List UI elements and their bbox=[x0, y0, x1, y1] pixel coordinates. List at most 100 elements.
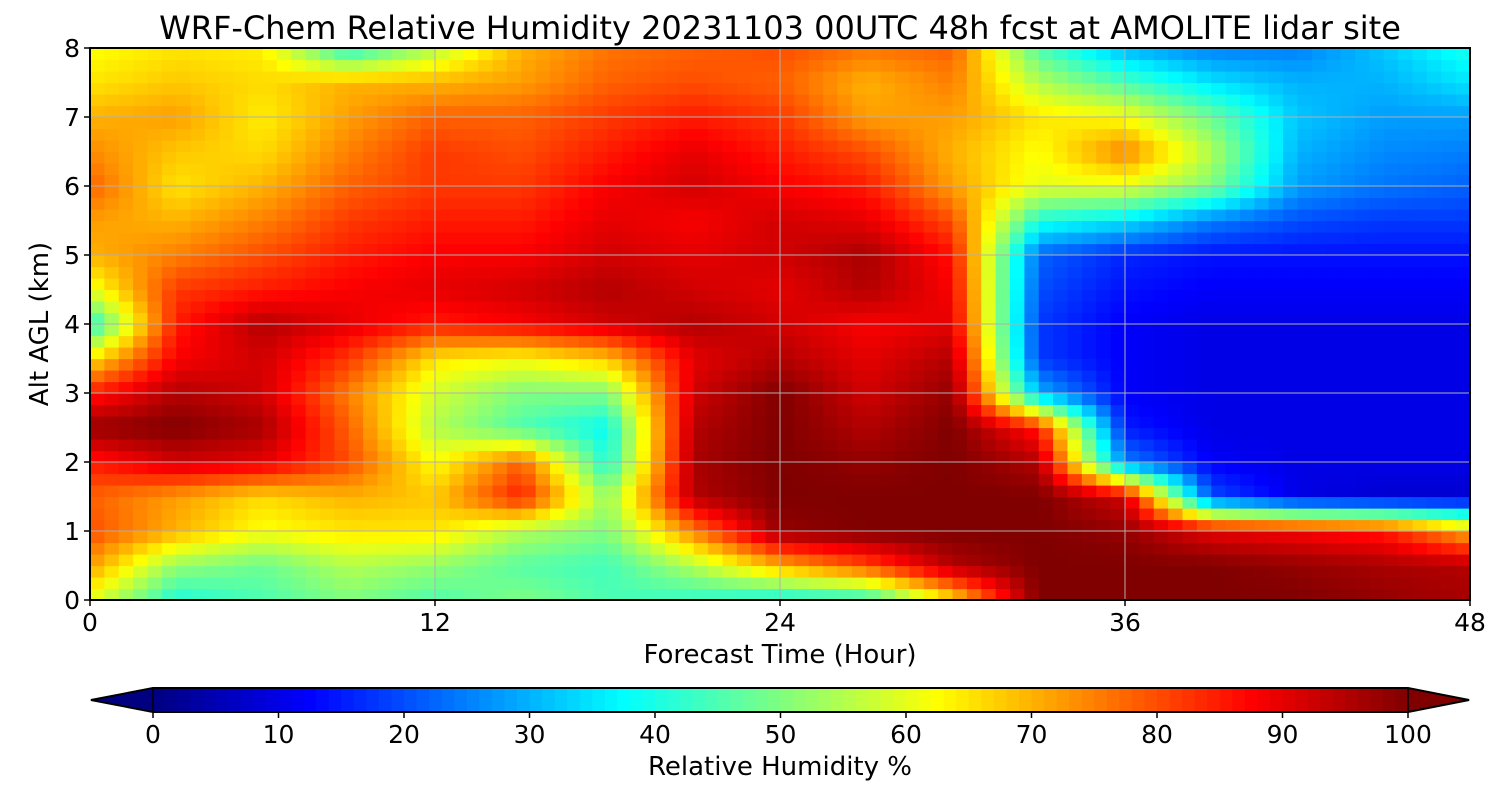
heat-cell bbox=[564, 393, 580, 406]
heat-cell bbox=[1254, 301, 1270, 314]
heat-cell bbox=[320, 427, 335, 440]
heat-cell bbox=[880, 462, 896, 475]
heat-cell bbox=[1311, 358, 1327, 371]
heat-cell bbox=[578, 243, 594, 256]
heat-cell bbox=[1053, 554, 1069, 567]
heat-cell bbox=[607, 255, 623, 268]
heat-cell bbox=[161, 577, 177, 590]
heat-cell bbox=[521, 427, 537, 440]
heat-cell bbox=[1053, 117, 1069, 130]
heat-cell bbox=[449, 186, 465, 199]
heat-cell bbox=[1168, 485, 1184, 498]
heat-cell bbox=[449, 71, 465, 84]
heat-cell bbox=[320, 496, 335, 509]
heat-cell bbox=[521, 301, 537, 314]
heat-cell bbox=[1038, 519, 1054, 532]
heat-cell bbox=[492, 370, 508, 383]
heat-cell bbox=[808, 255, 824, 268]
heat-cell bbox=[248, 278, 264, 291]
heat-cell bbox=[147, 151, 163, 164]
heat-cell bbox=[981, 128, 997, 141]
heat-cell bbox=[693, 370, 709, 383]
heat-cell bbox=[118, 128, 134, 141]
heat-cell bbox=[1182, 197, 1198, 210]
heat-cell bbox=[420, 565, 436, 578]
heat-cell bbox=[161, 508, 177, 521]
heat-cell bbox=[276, 151, 292, 164]
heat-cell bbox=[1383, 197, 1399, 210]
heat-cell bbox=[219, 416, 235, 429]
heat-cell bbox=[1182, 163, 1198, 176]
heat-cell bbox=[1283, 335, 1299, 348]
colorbar-segment bbox=[579, 688, 593, 712]
heat-cell bbox=[780, 71, 795, 84]
heat-cell bbox=[348, 48, 364, 61]
heat-cell bbox=[808, 289, 824, 302]
heat-cell bbox=[665, 450, 680, 463]
heat-cell bbox=[1081, 542, 1097, 555]
heat-cell bbox=[995, 542, 1011, 555]
heat-cell bbox=[952, 232, 968, 245]
heat-cell bbox=[276, 485, 292, 498]
heat-cell bbox=[363, 232, 379, 245]
heat-cell bbox=[463, 404, 479, 417]
heat-cell bbox=[665, 266, 680, 279]
heat-cell bbox=[133, 301, 149, 314]
heat-cell bbox=[1455, 174, 1471, 187]
heat-cell bbox=[1096, 163, 1112, 176]
heat-cell bbox=[176, 462, 192, 475]
heat-cell bbox=[205, 416, 220, 429]
heat-cell bbox=[1355, 588, 1370, 601]
heat-cell bbox=[578, 416, 594, 429]
heat-cell bbox=[1125, 450, 1140, 463]
heat-cell bbox=[1067, 197, 1083, 210]
heat-cell bbox=[420, 163, 436, 176]
heat-cell bbox=[1297, 358, 1313, 371]
heat-cell bbox=[90, 48, 105, 61]
heat-cell bbox=[320, 439, 335, 452]
heat-cell bbox=[1283, 347, 1299, 360]
heat-cell bbox=[1240, 554, 1255, 567]
heat-cell bbox=[133, 427, 149, 440]
heat-cell bbox=[665, 71, 680, 84]
heat-cell bbox=[578, 105, 594, 118]
heat-cell bbox=[1412, 71, 1428, 84]
heat-cell bbox=[736, 554, 752, 567]
heat-cell bbox=[808, 301, 824, 314]
heat-cell bbox=[348, 105, 364, 118]
heat-cell bbox=[391, 531, 407, 544]
heat-cell bbox=[1110, 439, 1126, 452]
heat-cell bbox=[1168, 289, 1184, 302]
heat-cell bbox=[607, 404, 623, 417]
heat-cell bbox=[1340, 197, 1356, 210]
heat-cell bbox=[535, 427, 551, 440]
heat-cell bbox=[1268, 220, 1284, 233]
heat-cell bbox=[1383, 554, 1399, 567]
heat-cell bbox=[248, 186, 264, 199]
heat-cell bbox=[1383, 542, 1399, 555]
heat-cell bbox=[693, 59, 709, 72]
heat-cell bbox=[966, 462, 982, 475]
colorbar-segment bbox=[880, 688, 895, 712]
heat-cell bbox=[147, 565, 163, 578]
heat-cell bbox=[535, 140, 551, 153]
heat-cell bbox=[463, 140, 479, 153]
heat-cell bbox=[535, 358, 551, 371]
heat-cell bbox=[1110, 496, 1126, 509]
heat-cell bbox=[1038, 496, 1054, 509]
heat-cell bbox=[291, 542, 307, 555]
heat-cell bbox=[823, 531, 839, 544]
heat-cell bbox=[1024, 232, 1040, 245]
heat-cell bbox=[851, 473, 867, 486]
heat-cell bbox=[305, 565, 321, 578]
heat-cell bbox=[1053, 519, 1069, 532]
heat-cell bbox=[90, 232, 105, 245]
heat-cell bbox=[492, 197, 508, 210]
heat-cell bbox=[1182, 289, 1198, 302]
heat-cell bbox=[90, 554, 105, 567]
heat-cell bbox=[334, 473, 350, 486]
heat-cell bbox=[564, 588, 580, 601]
heat-cell bbox=[377, 186, 393, 199]
heat-cell bbox=[104, 381, 120, 394]
heat-cell bbox=[90, 450, 105, 463]
